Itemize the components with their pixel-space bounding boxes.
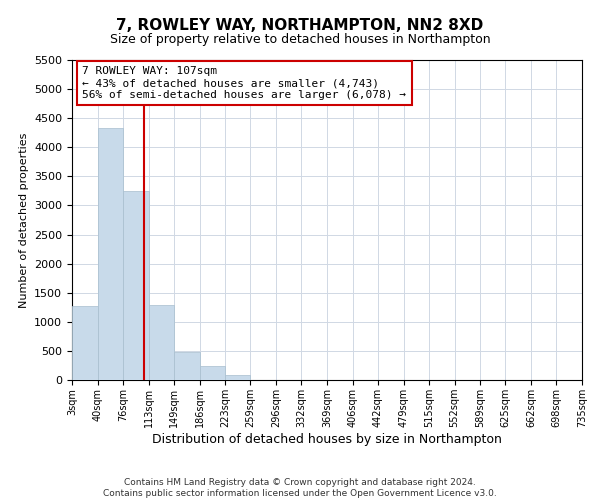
Text: Contains HM Land Registry data © Crown copyright and database right 2024.
Contai: Contains HM Land Registry data © Crown c… (103, 478, 497, 498)
Bar (199, 366, 225, 380)
Y-axis label: Number of detached properties: Number of detached properties (19, 132, 29, 308)
Text: Size of property relative to detached houses in Northampton: Size of property relative to detached ho… (110, 32, 490, 46)
Bar (149, 305, 174, 380)
Text: 7 ROWLEY WAY: 107sqm
← 43% of detached houses are smaller (4,743)
56% of semi-de: 7 ROWLEY WAY: 107sqm ← 43% of detached h… (82, 66, 406, 100)
X-axis label: Distribution of detached houses by size in Northampton: Distribution of detached houses by size … (152, 432, 502, 446)
Text: 7, ROWLEY WAY, NORTHAMPTON, NN2 8XD: 7, ROWLEY WAY, NORTHAMPTON, NN2 8XD (116, 18, 484, 32)
Bar (72, 306, 98, 380)
Bar (98, 128, 123, 380)
Bar (123, 191, 149, 380)
Bar (225, 375, 250, 380)
Bar (174, 352, 199, 380)
